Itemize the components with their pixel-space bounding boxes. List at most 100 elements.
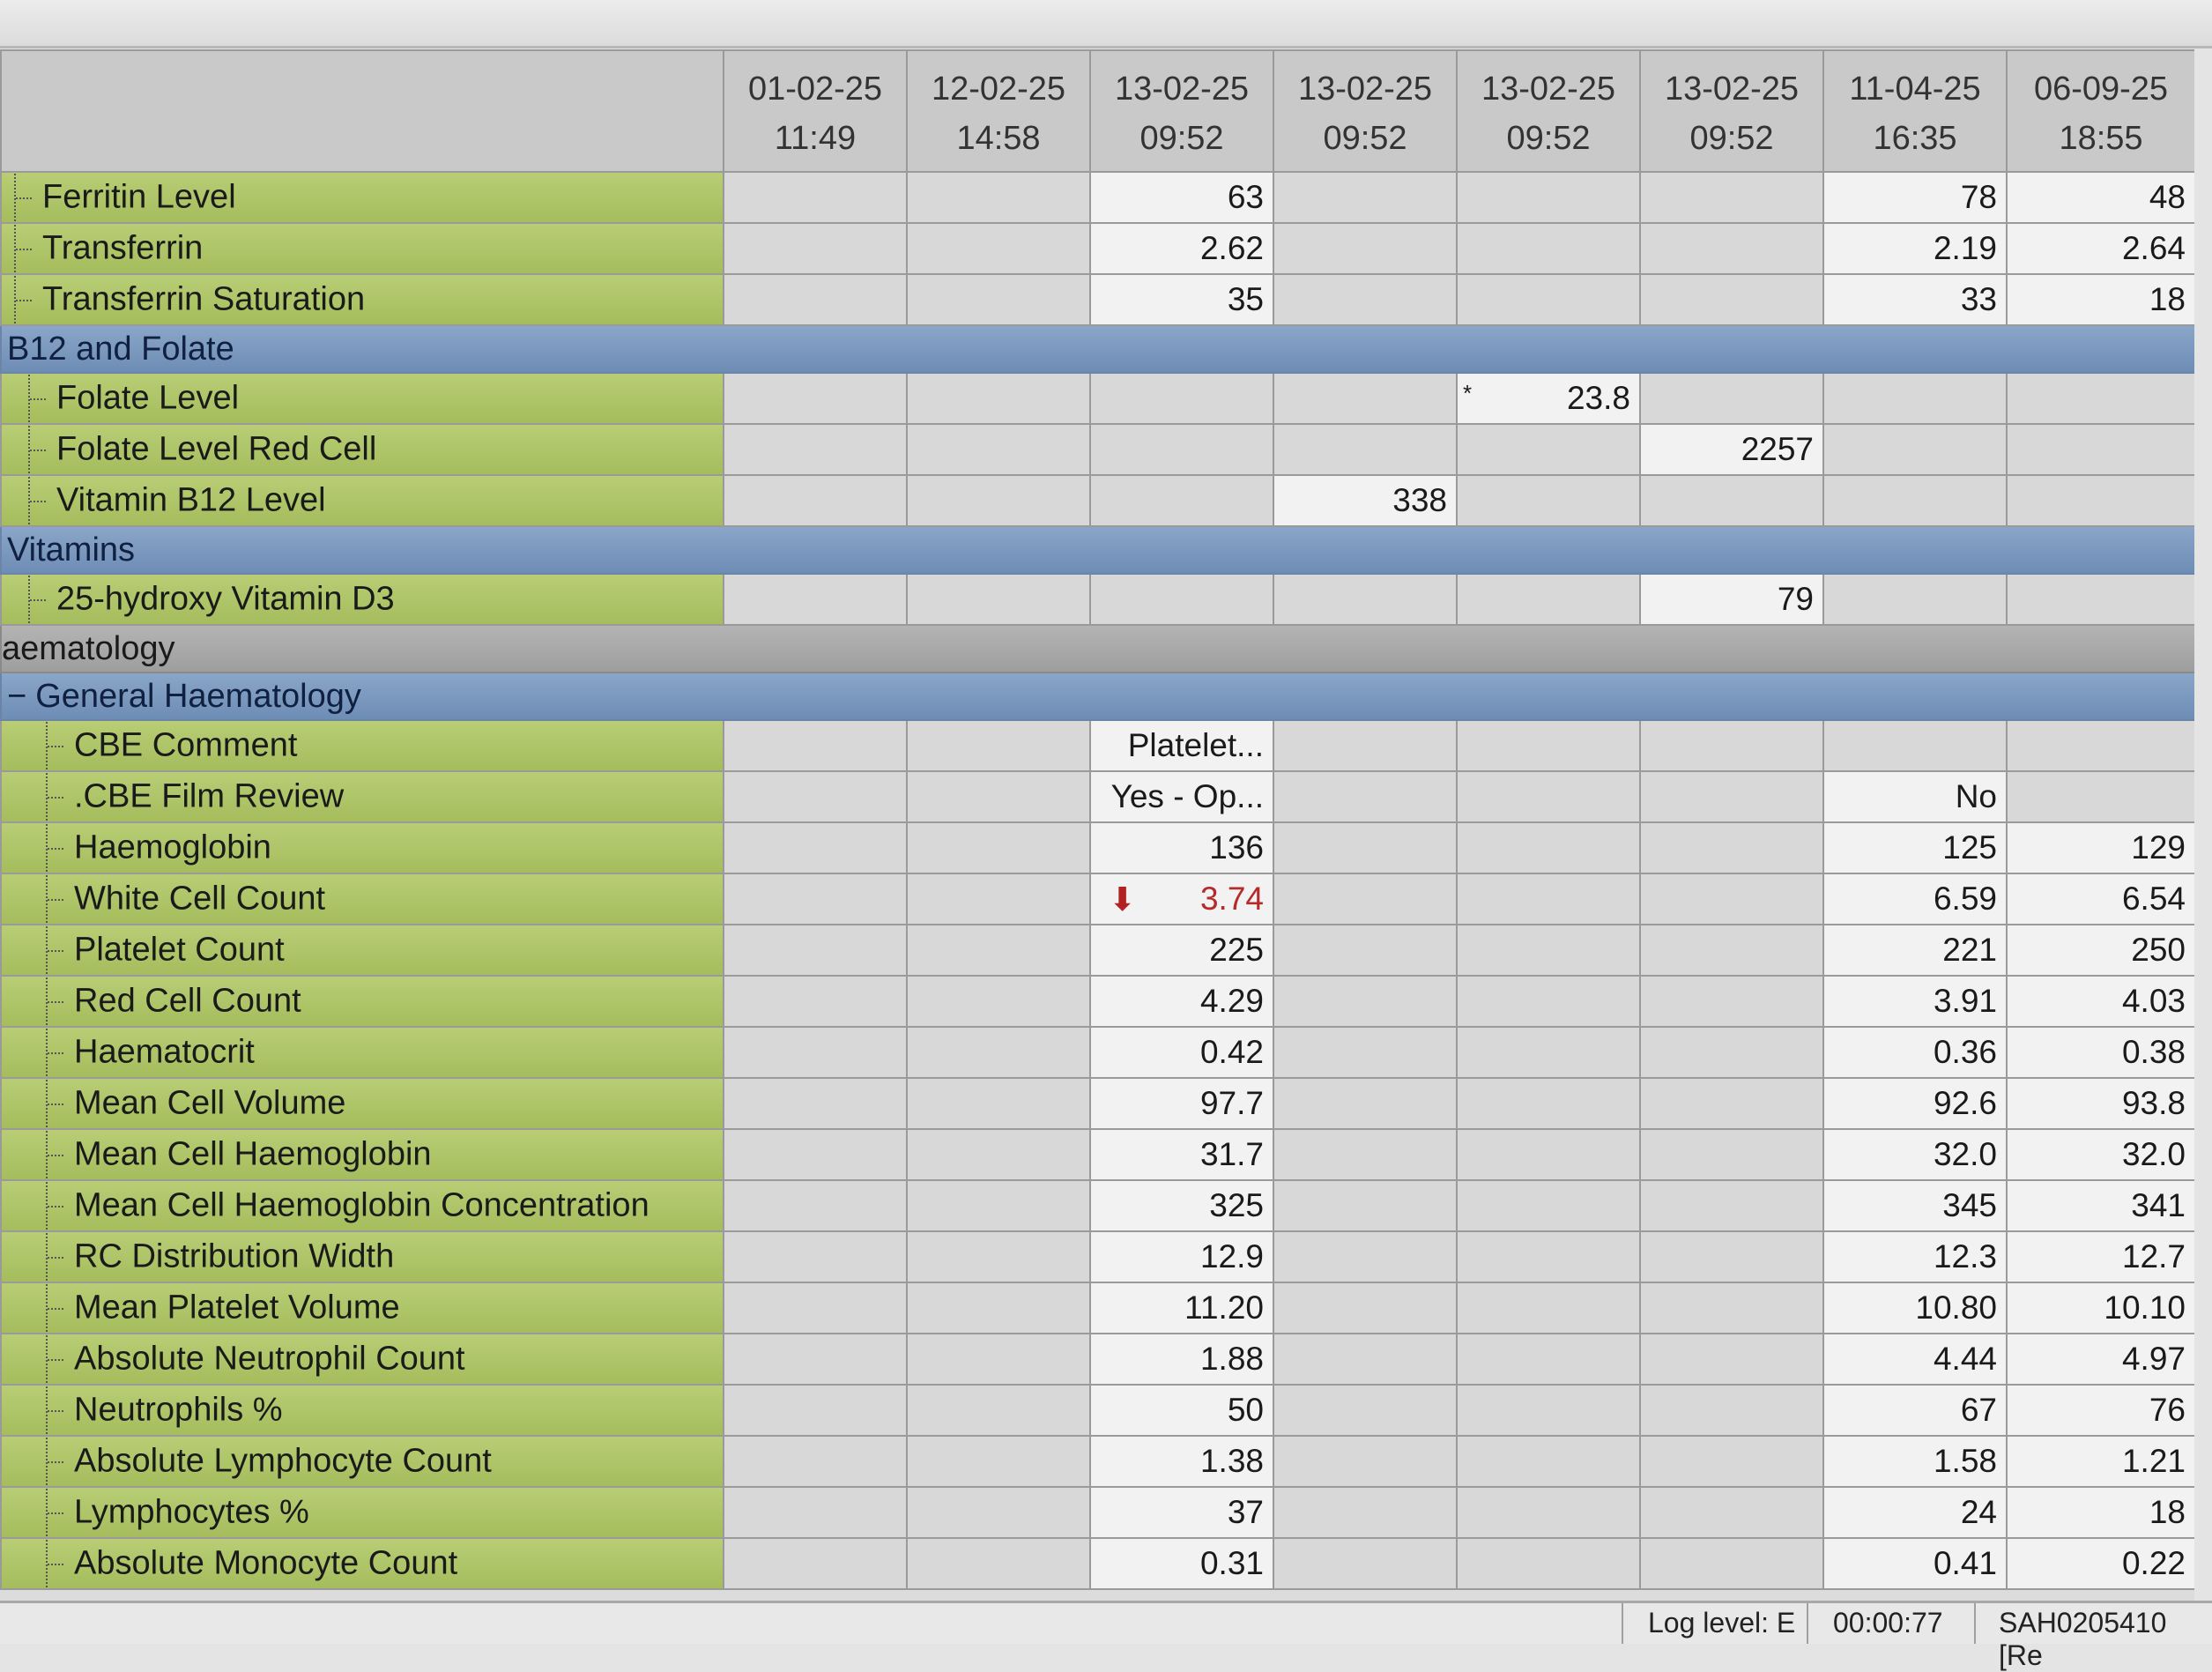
result-cell[interactable]: 221 <box>1822 924 2008 977</box>
result-cell[interactable] <box>1273 171 1458 224</box>
test-row[interactable]: 25-hydroxy Vitamin D3 79 <box>0 573 2194 626</box>
result-cell[interactable] <box>906 1333 1091 1386</box>
test-name-cell[interactable]: White Cell Count <box>0 873 724 925</box>
result-cell[interactable] <box>2006 474 2194 527</box>
result-cell[interactable] <box>1089 474 1274 527</box>
date-column-header[interactable]: 11-04-25 16:35 <box>1822 49 2008 173</box>
result-cell[interactable] <box>1273 975 1458 1028</box>
result-cell[interactable]: 12.3 <box>1822 1230 2008 1283</box>
result-cell[interactable] <box>723 770 908 823</box>
result-cell[interactable] <box>723 1179 908 1232</box>
result-cell[interactable] <box>906 1128 1091 1181</box>
test-row[interactable]: Platelet Count 225 221 250 <box>0 924 2194 977</box>
result-cell[interactable] <box>906 1486 1091 1539</box>
result-cell[interactable] <box>723 1486 908 1539</box>
result-cell[interactable] <box>1456 474 1641 527</box>
result-cell[interactable] <box>906 770 1091 823</box>
result-cell[interactable] <box>1639 1230 1824 1283</box>
result-cell[interactable] <box>1822 423 2008 476</box>
result-cell[interactable]: 4.44 <box>1822 1333 2008 1386</box>
date-column-header[interactable]: 06-09-25 18:55 <box>2006 49 2194 173</box>
result-cell[interactable] <box>723 222 908 275</box>
result-cell[interactable] <box>1273 1486 1458 1539</box>
test-name-cell[interactable]: Folate Level Red Cell <box>0 423 724 476</box>
result-cell[interactable] <box>906 423 1091 476</box>
test-row[interactable]: Absolute Monocyte Count 0.31 0.41 0.22 <box>0 1537 2194 1590</box>
result-cell[interactable] <box>1273 1537 1458 1590</box>
test-name-cell[interactable]: 25-hydroxy Vitamin D3 <box>0 573 724 626</box>
test-row[interactable]: Folate Level * 23.8 <box>0 372 2194 425</box>
result-cell[interactable]: 0.41 <box>1822 1537 2008 1590</box>
result-cell[interactable]: * 23.8 <box>1456 372 1641 425</box>
result-cell[interactable] <box>723 474 908 527</box>
result-cell[interactable] <box>723 171 908 224</box>
result-cell[interactable] <box>1639 975 1824 1028</box>
result-cell[interactable] <box>1639 719 1824 772</box>
test-row[interactable]: Neutrophils % 50 67 76 <box>0 1384 2194 1437</box>
result-cell[interactable]: 79 <box>1639 573 1824 626</box>
result-cell[interactable] <box>1639 821 1824 874</box>
result-cell[interactable] <box>906 1537 1091 1590</box>
result-cell[interactable]: 1.88 <box>1089 1333 1274 1386</box>
result-cell[interactable] <box>723 1384 908 1437</box>
result-cell[interactable]: 225 <box>1089 924 1274 977</box>
result-cell[interactable] <box>1639 1537 1824 1590</box>
result-cell[interactable] <box>1639 1333 1824 1386</box>
collapse-toggle-icon[interactable]: − <box>7 677 27 715</box>
result-cell[interactable] <box>906 1282 1091 1334</box>
result-cell[interactable]: Platelet... <box>1089 719 1274 772</box>
result-cell[interactable] <box>723 1282 908 1334</box>
result-cell[interactable] <box>1639 222 1824 275</box>
result-cell[interactable] <box>1089 372 1274 425</box>
result-cell[interactable]: 3.91 <box>1822 975 2008 1028</box>
date-column-header[interactable]: 13-02-25 09:52 <box>1456 49 1641 173</box>
result-cell[interactable] <box>1273 222 1458 275</box>
result-cell[interactable] <box>723 1026 908 1079</box>
result-cell[interactable] <box>1273 1230 1458 1283</box>
result-cell[interactable] <box>2006 770 2194 823</box>
test-name-cell[interactable]: Mean Cell Haemoglobin Concentration <box>0 1179 724 1232</box>
result-cell[interactable] <box>1639 1435 1824 1488</box>
test-row[interactable]: CBE Comment Platelet... <box>0 719 2194 772</box>
result-cell[interactable] <box>1456 171 1641 224</box>
result-cell[interactable] <box>906 1179 1091 1232</box>
test-name-cell[interactable]: RC Distribution Width <box>0 1230 724 1283</box>
result-cell[interactable] <box>1456 770 1641 823</box>
result-cell[interactable] <box>1639 1486 1824 1539</box>
result-cell[interactable]: Yes - Op... <box>1089 770 1274 823</box>
test-name-cell[interactable]: Platelet Count <box>0 924 724 977</box>
result-cell[interactable] <box>1822 719 2008 772</box>
result-cell[interactable]: 11.20 <box>1089 1282 1274 1334</box>
result-cell[interactable]: 0.22 <box>2006 1537 2194 1590</box>
test-name-cell[interactable]: CBE Comment <box>0 719 724 772</box>
result-cell[interactable] <box>1639 1077 1824 1130</box>
test-row[interactable]: Transferrin Saturation 35 33 18 <box>0 273 2194 326</box>
test-row[interactable]: Absolute Neutrophil Count 1.88 4.44 4.97 <box>0 1333 2194 1386</box>
test-row[interactable]: Mean Platelet Volume 11.20 10.80 10.10 <box>0 1282 2194 1334</box>
date-column-header[interactable]: 01-02-25 11:49 <box>723 49 908 173</box>
result-cell[interactable] <box>1822 573 2008 626</box>
result-cell[interactable]: 1.58 <box>1822 1435 2008 1488</box>
result-cell[interactable] <box>1639 474 1824 527</box>
test-row[interactable]: Haemoglobin 136 125 129 <box>0 821 2194 874</box>
result-cell[interactable] <box>1639 924 1824 977</box>
test-row[interactable]: Mean Cell Haemoglobin 31.7 32.0 32.0 <box>0 1128 2194 1181</box>
result-cell[interactable]: 92.6 <box>1822 1077 2008 1130</box>
test-name-cell[interactable]: Ferritin Level <box>0 171 724 224</box>
result-cell[interactable] <box>1639 171 1824 224</box>
result-cell[interactable]: 18 <box>2006 1486 2194 1539</box>
result-cell[interactable] <box>1273 1179 1458 1232</box>
result-cell[interactable] <box>1456 1537 1641 1590</box>
result-cell[interactable] <box>1273 1333 1458 1386</box>
test-name-cell[interactable]: Absolute Neutrophil Count <box>0 1333 724 1386</box>
result-cell[interactable] <box>1456 1128 1641 1181</box>
result-cell[interactable]: 2257 <box>1639 423 1824 476</box>
result-cell[interactable] <box>1273 1128 1458 1181</box>
result-cell[interactable] <box>906 222 1091 275</box>
result-cell[interactable]: 1.21 <box>2006 1435 2194 1488</box>
date-column-header[interactable]: 13-02-25 09:52 <box>1639 49 1824 173</box>
result-cell[interactable] <box>1273 1026 1458 1079</box>
result-cell[interactable]: 2.64 <box>2006 222 2194 275</box>
result-cell[interactable]: 93.8 <box>2006 1077 2194 1130</box>
result-cell[interactable]: 76 <box>2006 1384 2194 1437</box>
